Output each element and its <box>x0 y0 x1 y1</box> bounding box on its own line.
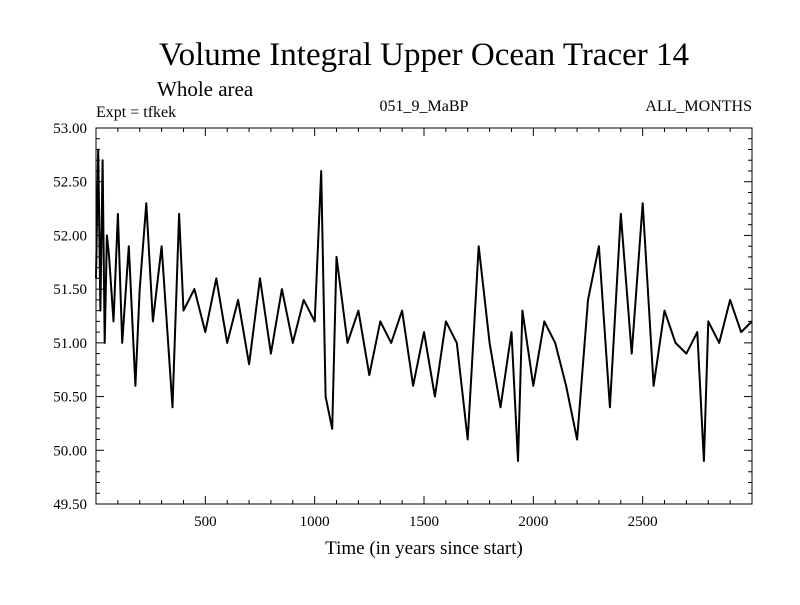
axis-ticks <box>96 127 752 505</box>
y-tick-label: 51.50 <box>53 282 87 298</box>
plot-area <box>95 148 753 462</box>
plot-frame <box>95 127 753 505</box>
series-line-0 <box>95 148 753 462</box>
x-tick-label: 2000 <box>518 514 548 530</box>
x-axis-label: Time (in years since start) <box>325 538 523 559</box>
y-tick-label: 50.00 <box>53 443 87 459</box>
x-tick-label: 2500 <box>628 514 658 530</box>
x-tick-label: 1500 <box>409 514 439 530</box>
y-tick-label: 50.50 <box>53 390 87 406</box>
y-tick-label: 52.50 <box>53 175 87 191</box>
run-label: 051_9_MaBP <box>380 98 469 115</box>
y-tick-label: 49.50 <box>53 497 87 513</box>
chart-subtitle: Whole area <box>157 77 254 101</box>
chart-title: Volume Integral Upper Ocean Tracer 14 <box>159 37 689 73</box>
y-tick-label: 53.00 <box>53 121 87 137</box>
tick-labels: 500 1000 1500 2000 2500 49.50 50.00 50.50 51.00 5… <box>53 121 657 530</box>
y-tick-label: 51.00 <box>53 336 87 352</box>
x-tick-label: 1000 <box>300 514 330 530</box>
y-tick-label: 52.00 <box>53 228 87 244</box>
experiment-label: Expt = tfkek <box>96 104 176 121</box>
months-label: ALL_MONTHS <box>645 98 752 115</box>
x-tick-label: 500 <box>194 514 217 530</box>
